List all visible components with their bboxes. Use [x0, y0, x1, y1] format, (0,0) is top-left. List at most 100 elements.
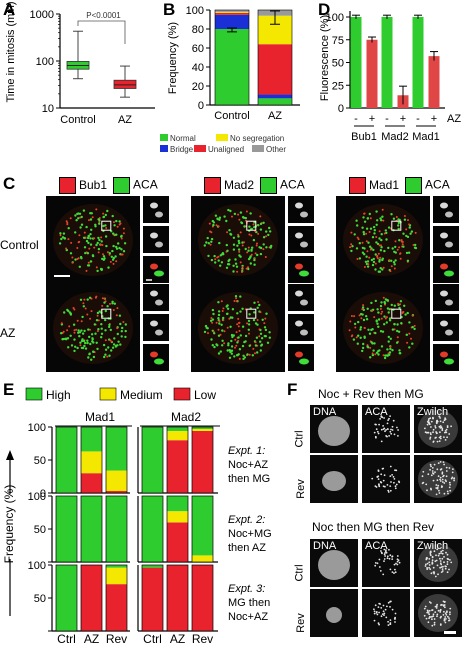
panel-b-chart: Frequency (%) 0 20 40 60 80 100 Control AZ Norma… [160, 5, 300, 154]
d-ytick-label: 75 [332, 35, 344, 47]
c-kinetochore-dot [249, 212, 252, 215]
f-spot [391, 555, 394, 558]
b-legend-swatch [160, 134, 168, 141]
f-spot [426, 611, 429, 614]
f-spot [374, 604, 377, 607]
c-inset-spot [155, 299, 163, 306]
e-bar-segment [142, 567, 163, 631]
c-kinetochore-dot [226, 326, 229, 329]
f-spot [376, 613, 379, 616]
c-kinetochore-dot [397, 221, 400, 225]
f-spot [449, 559, 451, 561]
c-kinetochore-dot [90, 297, 93, 300]
c-kinetochore-dot [94, 332, 97, 335]
c-kinetochore-dot [374, 253, 377, 256]
c-kinetochore-dot [59, 234, 62, 237]
c-kinetochore-dot [81, 315, 84, 319]
c-kinetochore-dot [255, 336, 259, 339]
c-kinetochore-dot [109, 260, 112, 263]
c-kinetochore-dot [84, 347, 88, 350]
f-spot [394, 612, 397, 615]
f-spot [426, 423, 429, 426]
c-kinetochore-dot [85, 225, 88, 229]
c-kinetochore-dot [247, 267, 250, 271]
f-spot [386, 557, 389, 560]
c-zoom-inset [288, 256, 314, 283]
c-green-channel-label: ACA [280, 177, 305, 192]
f-spot [432, 571, 435, 574]
d-sign-label: + [369, 113, 375, 125]
f-spot [432, 431, 434, 434]
c-inset-spot [300, 211, 308, 218]
c-kinetochore-dot [254, 252, 257, 255]
f-spot [439, 461, 442, 463]
f-spot [434, 611, 437, 613]
c-kinetochore-dot [244, 216, 247, 220]
c-inset-spot [295, 290, 303, 297]
f-spot [386, 484, 389, 486]
c-kinetochore-dot [381, 257, 384, 260]
c-kinetochore-dot [209, 319, 213, 322]
c-kinetochore-dot [408, 223, 411, 226]
c-kinetochore-dot [389, 337, 392, 340]
f-spot [394, 571, 397, 574]
c-kinetochore-dot [89, 328, 91, 331]
c-kinetochore-dot [206, 236, 209, 240]
c-kinetochore-dot [66, 223, 69, 226]
c-kinetochore-dot [262, 221, 265, 224]
f-micrograph [310, 589, 358, 637]
c-kinetochore-dot [70, 241, 73, 244]
c-kinetochore-dot [237, 233, 240, 236]
c-zoom-box [246, 220, 257, 231]
c-kinetochore-dot [262, 248, 265, 251]
b-legend-swatch [216, 134, 228, 141]
f-spot [434, 471, 436, 473]
c-kinetochore-dot [264, 328, 268, 332]
c-kinetochore-dot [87, 261, 90, 264]
f-spot [391, 425, 394, 428]
f-spot [435, 607, 438, 609]
c-kinetochore-dot [96, 269, 99, 273]
f-spot [394, 568, 396, 571]
c-kinetochore-dot [245, 210, 248, 213]
c-kinetochore-dot [220, 261, 224, 264]
c-inset-spot [440, 320, 448, 327]
c-kinetochore-dot [67, 238, 70, 241]
c-kinetochore-dot [116, 225, 119, 228]
c-kinetochore-dot [238, 357, 241, 360]
c-kinetochore-dot [410, 230, 414, 233]
c-kinetochore-dot [213, 254, 216, 258]
c-kinetochore-dot [79, 255, 83, 259]
c-kinetochore-dot [244, 334, 248, 338]
c-kinetochore-dot [94, 225, 97, 228]
c-kinetochore-dot [247, 246, 250, 249]
c-kinetochore-dot [97, 328, 100, 331]
c-kinetochore-dot [110, 349, 113, 352]
c-kinetochore-dot [409, 232, 412, 235]
f-spot [439, 557, 441, 560]
c-zoom-inset [433, 196, 459, 223]
c-kinetochore-dot [217, 352, 221, 355]
c-kinetochore-dot [216, 217, 219, 220]
c-kinetochore-dot [236, 244, 239, 247]
f-spot [431, 467, 434, 469]
f-spot [429, 438, 431, 440]
c-kinetochore-dot [401, 243, 404, 246]
f-spot [385, 429, 387, 431]
d-bar [366, 39, 378, 108]
c-kinetochore-dot [102, 255, 106, 258]
f-spot [445, 565, 447, 568]
d-sign-label: - [416, 113, 420, 125]
c-kinetochore-dot [86, 298, 89, 301]
f-spot [393, 563, 396, 566]
f-spot [379, 570, 382, 572]
panel-label-a: A [3, 0, 16, 19]
c-kinetochore-dot [112, 256, 116, 260]
f-spot [374, 435, 377, 438]
c-kinetochore-dot [389, 347, 392, 351]
f-spot [445, 618, 447, 620]
f-spot [382, 428, 385, 430]
c-kinetochore-dot [256, 306, 259, 309]
e-legend-swatch [99, 387, 117, 401]
c-kinetochore-dot [211, 318, 215, 321]
